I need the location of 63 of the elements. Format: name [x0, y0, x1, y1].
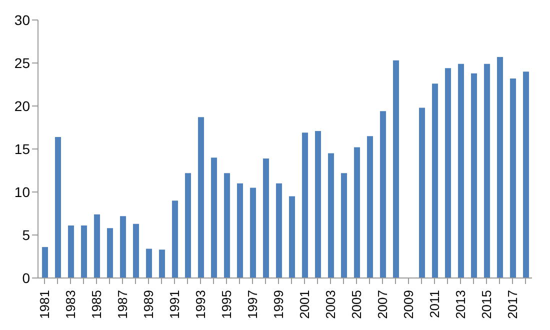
bar: [120, 216, 126, 278]
x-tick-label: 1991: [167, 290, 182, 319]
bar: [510, 78, 516, 278]
x-tick-label: 1999: [271, 290, 286, 319]
x-tick-label: 1987: [115, 290, 130, 319]
x-tick-label: 2001: [297, 290, 312, 319]
bar: [484, 64, 490, 278]
bar: [276, 183, 282, 278]
x-tick-label: 1981: [37, 290, 52, 319]
bar: [523, 72, 529, 278]
bar: [250, 188, 256, 278]
y-tick-label: 30: [14, 12, 30, 28]
bar: [445, 68, 451, 278]
bar: [354, 147, 360, 278]
x-tick-label: 1995: [219, 290, 234, 319]
bar: [107, 228, 113, 278]
bar: [94, 214, 100, 278]
x-tick-label: 1989: [141, 290, 156, 319]
y-tick-label: 15: [14, 140, 30, 157]
bar: [419, 108, 425, 278]
bar: [458, 64, 464, 278]
bar: [380, 111, 386, 278]
bar: [133, 224, 139, 278]
bar: [289, 196, 295, 278]
y-tick-label: 0: [22, 270, 30, 286]
bar: [224, 173, 230, 278]
bar: [393, 60, 399, 278]
bar: [81, 226, 87, 278]
bar: [185, 173, 191, 278]
bar: [432, 84, 438, 278]
bar: [159, 250, 165, 278]
bar: [172, 200, 178, 278]
bar: [367, 136, 373, 278]
x-tick-label: 2007: [375, 290, 390, 319]
bar: [146, 248, 152, 278]
y-tick-label: 10: [14, 184, 30, 200]
bar: [302, 132, 308, 278]
x-tick-label: 2003: [323, 290, 338, 319]
y-tick-label: 25: [14, 54, 30, 71]
x-tick-label: 2017: [505, 290, 520, 319]
x-tick-label: 1985: [89, 290, 104, 319]
bar: [237, 183, 243, 278]
bar: [471, 73, 477, 278]
y-tick-label: 20: [14, 98, 30, 114]
bar: [263, 158, 269, 278]
x-tick-label: 2005: [349, 290, 364, 319]
x-tick-label: 1997: [245, 290, 260, 319]
bar: [328, 153, 334, 278]
bar: [55, 136, 61, 278]
bar: [198, 117, 204, 278]
x-tick-label: 2015: [479, 290, 494, 319]
x-tick-label: 2009: [401, 290, 416, 319]
bar: [68, 226, 74, 278]
x-tick-label: 2013: [453, 290, 468, 319]
x-tick-label: 2011: [427, 290, 442, 318]
y-tick-label: 5: [22, 226, 30, 243]
bar: [315, 130, 321, 278]
bar: [42, 247, 48, 278]
bar: [497, 56, 503, 278]
x-tick-label: 1983: [63, 290, 78, 319]
x-tick-label: 1993: [193, 290, 208, 319]
bar: [341, 173, 347, 278]
bar: [211, 158, 217, 278]
